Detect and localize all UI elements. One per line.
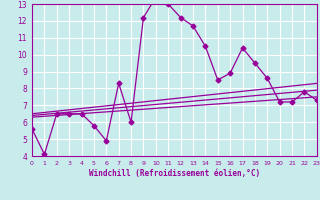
X-axis label: Windchill (Refroidissement éolien,°C): Windchill (Refroidissement éolien,°C) (89, 169, 260, 178)
